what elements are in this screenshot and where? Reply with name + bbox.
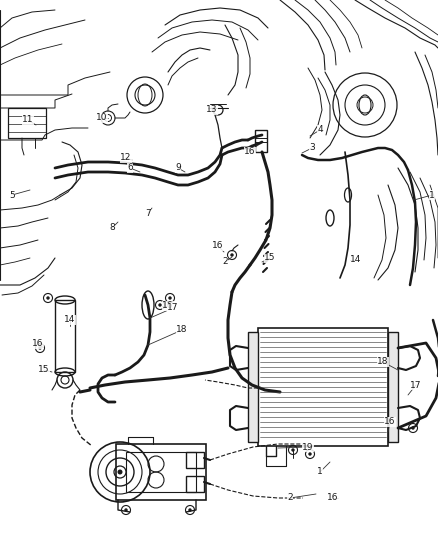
Text: 16: 16 — [212, 241, 224, 251]
Text: 16: 16 — [384, 417, 396, 426]
Text: 18: 18 — [176, 326, 188, 335]
Bar — [8, 108, 46, 138]
Text: 9: 9 — [175, 164, 181, 173]
Text: 15: 15 — [38, 366, 50, 375]
Text: 16: 16 — [327, 494, 339, 503]
Circle shape — [188, 508, 192, 512]
Text: 17: 17 — [410, 381, 422, 390]
Bar — [258, 328, 388, 446]
Text: 2: 2 — [287, 494, 293, 503]
Text: 19: 19 — [302, 442, 314, 451]
Bar — [255, 130, 267, 152]
Text: 16: 16 — [244, 148, 256, 157]
Circle shape — [158, 303, 162, 306]
Text: 1: 1 — [317, 467, 323, 477]
Circle shape — [117, 470, 123, 474]
Text: 10: 10 — [96, 114, 108, 123]
Circle shape — [38, 346, 42, 350]
Text: 14: 14 — [350, 255, 362, 264]
Circle shape — [291, 448, 295, 451]
Text: 7: 7 — [145, 208, 151, 217]
Text: 11: 11 — [22, 116, 34, 125]
Text: 8: 8 — [109, 223, 115, 232]
Circle shape — [230, 253, 234, 257]
Circle shape — [46, 296, 49, 300]
Text: 18: 18 — [377, 358, 389, 367]
Text: 6: 6 — [127, 164, 133, 173]
Text: 16: 16 — [32, 340, 44, 349]
Text: 12: 12 — [120, 154, 132, 163]
Text: 3: 3 — [309, 143, 315, 152]
Bar — [126, 452, 196, 492]
Text: 5: 5 — [9, 190, 15, 199]
Text: 13: 13 — [206, 106, 218, 115]
Circle shape — [411, 426, 415, 430]
Circle shape — [124, 508, 128, 512]
Text: 14: 14 — [64, 316, 76, 325]
Text: 4: 4 — [317, 125, 323, 134]
Bar — [388, 332, 398, 442]
Bar — [248, 332, 258, 442]
Circle shape — [168, 296, 172, 300]
Text: 17: 17 — [167, 303, 179, 312]
Circle shape — [308, 453, 312, 456]
Text: 16: 16 — [162, 302, 174, 311]
Bar — [186, 452, 204, 468]
Bar — [186, 476, 204, 492]
Bar — [55, 300, 75, 372]
Text: 1: 1 — [429, 190, 435, 199]
Text: 2: 2 — [222, 257, 228, 266]
Bar — [116, 444, 206, 500]
Text: 15: 15 — [264, 254, 276, 262]
